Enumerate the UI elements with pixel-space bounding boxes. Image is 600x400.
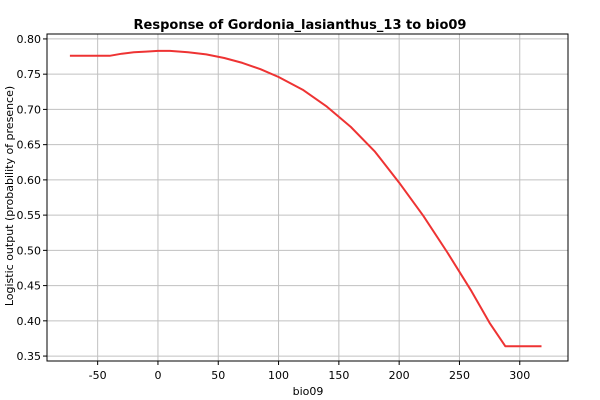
x-tick-label: -50 bbox=[89, 369, 107, 382]
series-layer bbox=[69, 49, 542, 348]
y-tick-label: 0.75 bbox=[17, 68, 42, 81]
y-tick-label: 0.60 bbox=[17, 174, 42, 187]
x-tick-label: 200 bbox=[389, 369, 410, 382]
y-tick-label: 0.80 bbox=[17, 33, 42, 46]
y-tick-label: 0.35 bbox=[17, 350, 42, 363]
y-tick-label: 0.40 bbox=[17, 315, 42, 328]
grid-lines bbox=[47, 34, 568, 361]
x-tick-label: 100 bbox=[268, 369, 289, 382]
x-tick-label: 150 bbox=[328, 369, 349, 382]
x-tick-label: 0 bbox=[154, 369, 161, 382]
y-tick-label: 0.70 bbox=[17, 103, 42, 116]
x-axis-label: bio09 bbox=[293, 385, 324, 398]
y-tick-label: 0.65 bbox=[17, 139, 42, 152]
axis-ticks: -50 0 50 100 150 200 250 300 0.35 0.40 0.45 0.50 0.5… bbox=[17, 33, 531, 382]
response-line bbox=[69, 49, 542, 348]
x-tick-label: 50 bbox=[211, 369, 225, 382]
x-tick-label: 300 bbox=[509, 369, 530, 382]
x-tick-label: 250 bbox=[449, 369, 470, 382]
y-tick-label: 0.55 bbox=[17, 209, 42, 222]
y-tick-label: 0.50 bbox=[17, 244, 42, 257]
y-tick-label: 0.45 bbox=[17, 280, 42, 293]
y-axis-label: Logistic output (probability of presence… bbox=[3, 86, 16, 306]
plot-area-frame bbox=[46, 33, 569, 362]
chart-title: Response of Gordonia_lasianthus_13 to bi… bbox=[134, 18, 467, 33]
